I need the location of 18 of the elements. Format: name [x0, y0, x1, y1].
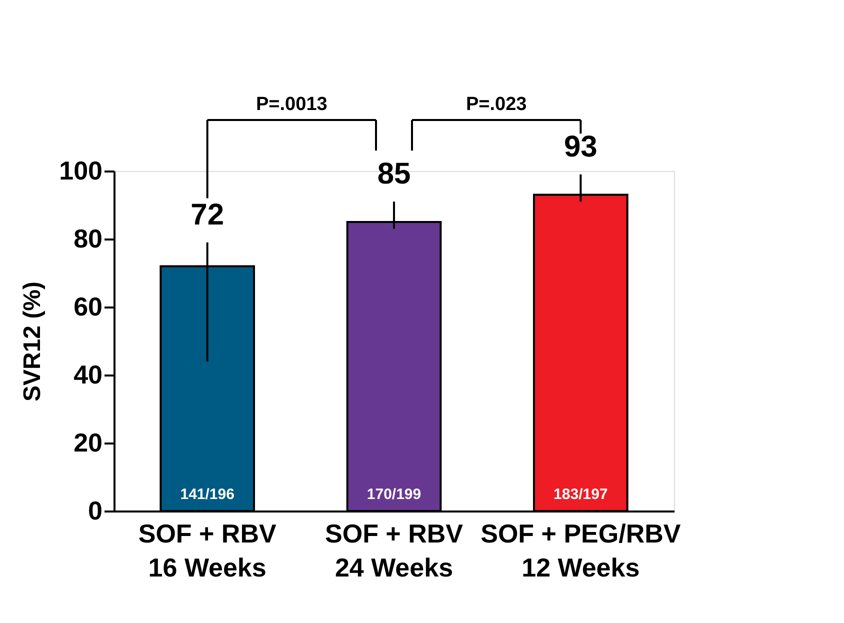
x-tick-label: SOF + RBV 16 Weeks: [138, 518, 277, 582]
y-tick-label: 20: [74, 428, 102, 458]
text: P=.023: [466, 94, 527, 115]
data-label: 72: [190, 198, 224, 232]
y-tick-label: 0: [88, 496, 102, 526]
y-tick-label: 40: [74, 360, 102, 390]
data-label: 93: [564, 130, 598, 164]
y-tick-label: 100: [59, 156, 102, 186]
annotation: 170/199: [366, 486, 422, 503]
y-tick-label: 60: [74, 292, 102, 322]
x-tick-label: SOF + PEG/RBV 12 Weeks: [480, 518, 682, 582]
annotation: 183/197: [554, 486, 608, 503]
x-tick-label: SOF + RBV 24 Weeks: [325, 518, 464, 582]
text: P=.0013: [256, 94, 328, 115]
data-label: 85: [377, 158, 411, 191]
y-tick-label: 80: [74, 224, 102, 254]
annotation: 141/196: [180, 486, 234, 503]
y-axis-title: SVR12 (%): [19, 281, 46, 402]
